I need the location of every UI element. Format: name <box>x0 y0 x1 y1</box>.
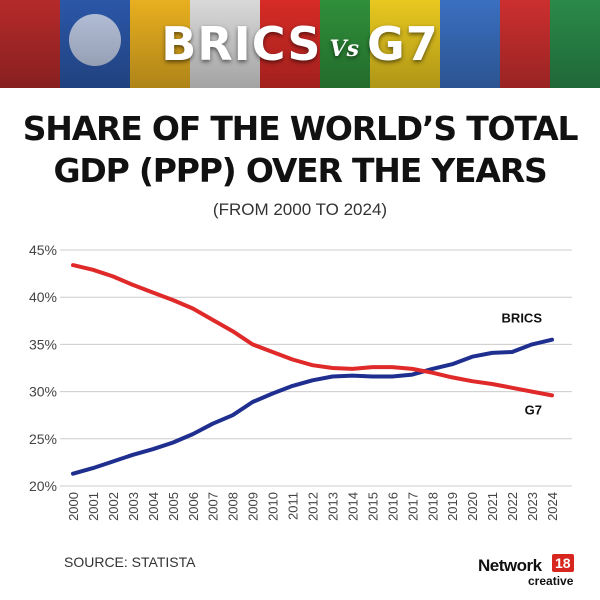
x-tick-label: 2000 <box>66 492 81 521</box>
logo-creative-text: creative <box>528 574 574 588</box>
logo-network-text: Network <box>478 556 542 575</box>
x-tick-label: 2020 <box>465 492 480 521</box>
x-tick-label: 2021 <box>485 492 500 521</box>
x-tick-label: 2004 <box>146 492 161 521</box>
y-tick-label: 20% <box>29 478 57 494</box>
x-tick-label: 2023 <box>525 492 540 521</box>
flags-background <box>0 0 600 88</box>
x-tick-label: 2007 <box>206 492 221 521</box>
banner-title-brics: BRICS <box>161 17 322 71</box>
x-tick-label: 2002 <box>106 492 121 521</box>
x-tick-label: 2022 <box>505 492 520 521</box>
x-tick-label: 2003 <box>126 492 141 521</box>
y-tick-label: 40% <box>29 289 57 305</box>
x-tick-label: 2024 <box>545 492 560 521</box>
series-label-brics: BRICS <box>502 311 543 326</box>
x-tick-label: 2012 <box>306 492 321 521</box>
chart-subtitle: (FROM 2000 TO 2024) <box>212 200 388 219</box>
x-tick-label: 2018 <box>425 492 440 521</box>
series-line-brics <box>71 337 554 476</box>
x-tick-label: 2017 <box>405 492 420 521</box>
source-note: SOURCE: STATISTA <box>64 554 196 570</box>
x-tick-label: 2005 <box>166 492 181 521</box>
line-chart: 20% 25% 30% 35% 40% 45% 2000 2001 2002 2003 2004 20… <box>29 242 572 521</box>
logo-18-badge: 18 <box>552 554 574 572</box>
y-tick-label: 35% <box>29 336 57 352</box>
y-tick-label: 45% <box>29 242 57 258</box>
x-tick-label: 2013 <box>325 492 340 521</box>
x-tick-label: 2011 <box>286 492 301 520</box>
x-tick-label: 2019 <box>445 492 460 521</box>
y-tick-label: 30% <box>29 384 57 400</box>
chart-title: SHARE OF THE WORLD’S TOTAL GDP (PPP) OVE… <box>0 108 600 192</box>
x-tick-label: 2010 <box>266 492 281 521</box>
chart-title-line-1: SHARE OF THE WORLD’S TOTAL <box>22 109 579 148</box>
series-label-g7: G7 <box>525 402 542 417</box>
x-tick-label: 2008 <box>226 492 241 521</box>
banner-title-vs: Vs <box>329 36 360 62</box>
y-tick-label: 25% <box>29 431 57 447</box>
x-tick-label: 2006 <box>186 492 201 521</box>
x-tick-label: 2016 <box>385 492 400 521</box>
flags-banner: BRICS Vs G7 <box>0 0 600 88</box>
x-tick-label: 2014 <box>345 492 360 521</box>
banner-title: BRICS Vs G7 <box>0 14 600 74</box>
x-tick-label: 2009 <box>246 492 261 521</box>
series-line-g7 <box>71 263 554 398</box>
chart-title-line-2: GDP (PPP) OVER THE YEARS <box>53 151 547 190</box>
x-tick-label: 2015 <box>365 492 380 521</box>
x-tick-label: 2001 <box>86 492 101 521</box>
network18-logo: Network 18 creative <box>478 552 578 588</box>
banner-title-g7: G7 <box>367 17 439 71</box>
